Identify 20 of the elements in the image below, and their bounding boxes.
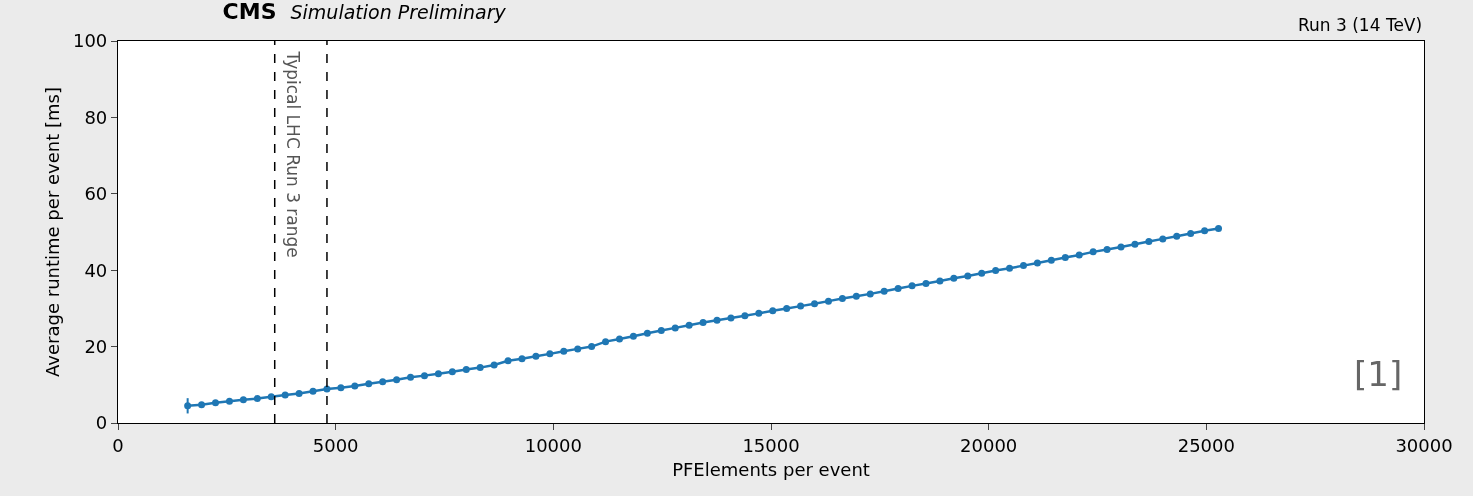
x-tick-label: 5000 (312, 434, 359, 456)
x-tick-label: 25000 (1177, 434, 1235, 456)
ref-line-label: Typical LHC Run 3 range (282, 50, 303, 258)
y-tick-label: 0 (95, 412, 108, 434)
chart-subtitle: Simulation Preliminary (290, 1, 507, 24)
text: Run 3 (14 TeV) (1298, 15, 1423, 35)
x-tick-label: 15000 (742, 434, 800, 456)
x-tick-label: 30000 (1395, 434, 1453, 456)
y-tick-label: 100 (72, 30, 108, 52)
annotation: [1] (1354, 354, 1403, 394)
y-tick-label: 40 (84, 259, 108, 281)
chart-title: CMS (222, 0, 277, 25)
x-axis-title: PFElements per event (672, 458, 870, 480)
y-axis-title: Average runtime per event [ms] (42, 87, 64, 377)
x-tick-label: 10000 (524, 434, 582, 456)
x-tick-label: 0 (112, 434, 124, 456)
y-tick-label: 20 (84, 335, 108, 357)
y-tick-label: 60 (84, 183, 108, 205)
y-tick-label: 80 (84, 106, 108, 128)
x-tick-label: 20000 (960, 434, 1018, 456)
